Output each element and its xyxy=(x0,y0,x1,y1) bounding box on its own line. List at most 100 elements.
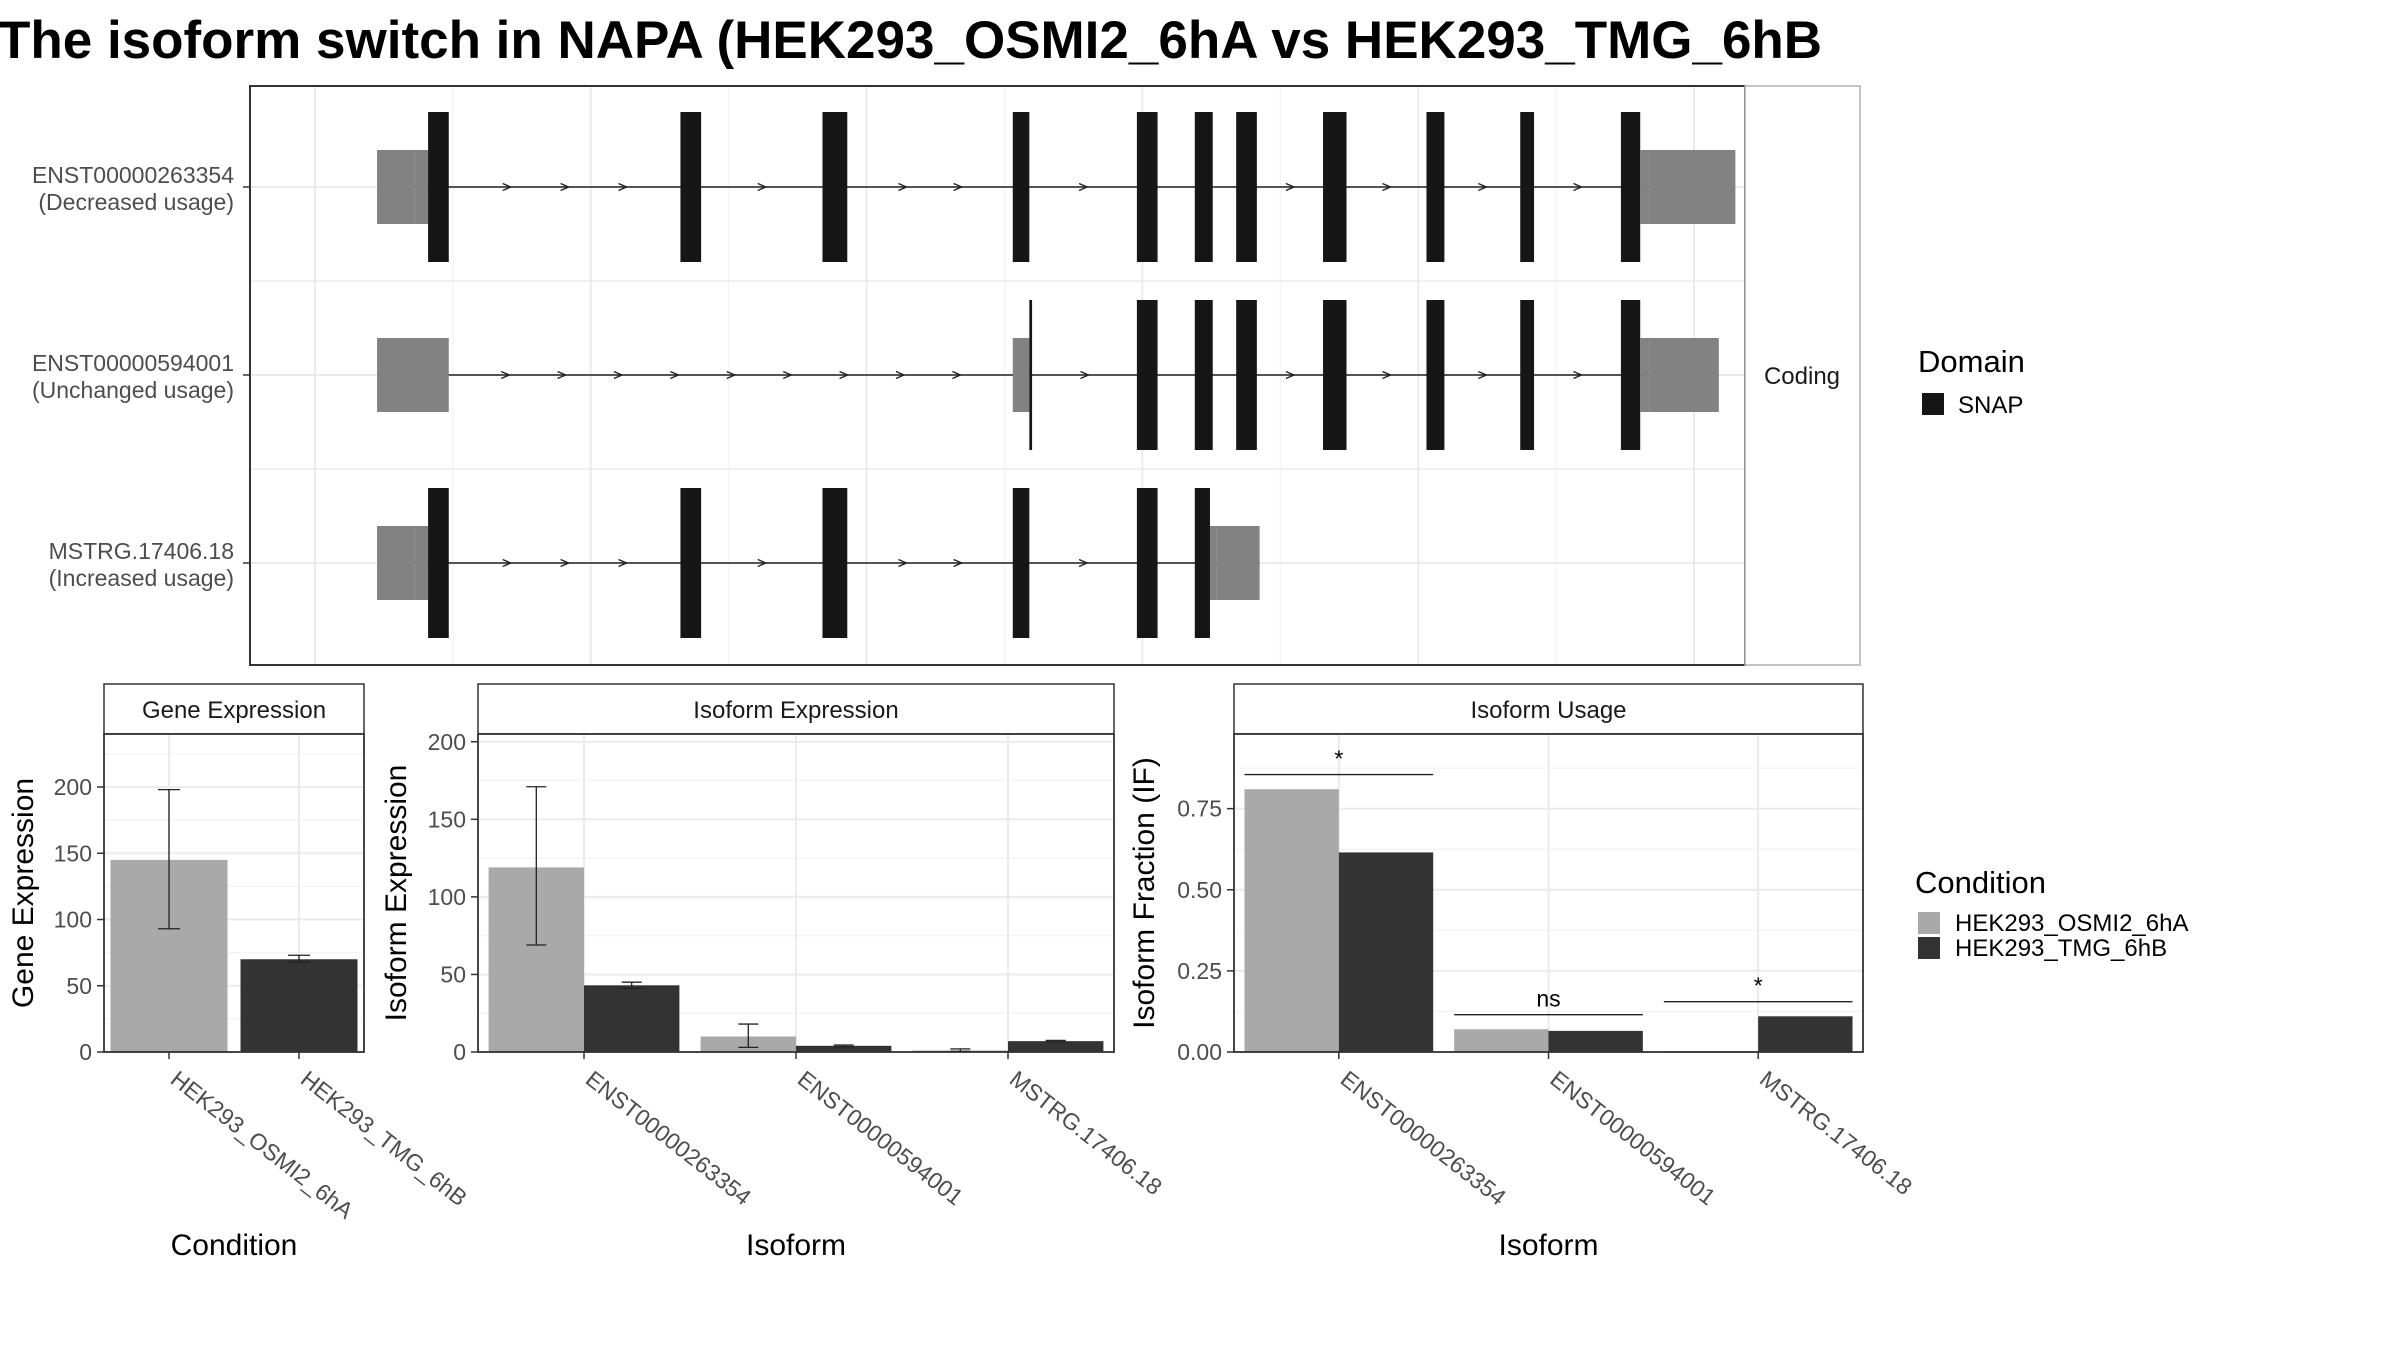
intron-arrow xyxy=(726,370,737,380)
exon-utr xyxy=(377,526,415,600)
exon-utr xyxy=(1649,338,1719,412)
intron-arrow xyxy=(757,182,768,192)
legend-swatch xyxy=(1918,912,1940,934)
exon-utr xyxy=(1649,150,1736,224)
exon-snap-domain xyxy=(1426,112,1445,262)
intron-arrow xyxy=(1478,370,1489,380)
panel-title: Isoform Usage xyxy=(1470,697,1626,724)
bar xyxy=(1454,1029,1549,1052)
exon-snap-domain xyxy=(680,488,702,638)
exon-snap-domain xyxy=(1194,112,1213,262)
legend-swatch xyxy=(1922,393,1944,415)
legend-label: HEK293_TMG_6hB xyxy=(1955,935,2167,962)
exon-snap-domain xyxy=(822,112,848,262)
exon-snap-domain xyxy=(680,112,702,262)
bar xyxy=(1244,789,1339,1052)
exon-snap-domain xyxy=(428,112,449,262)
x-tick-label: ENST00000263354 xyxy=(1336,1065,1511,1210)
isoform-usage-panel: Isoform Usage 0.00 0.25 0.50 0.75 * ns * ENST000… xyxy=(1128,683,1917,1262)
x-tick-label: MSTRG.17406.18 xyxy=(1005,1065,1167,1200)
significance-label: ns xyxy=(1536,986,1560,1012)
intron-arrow xyxy=(1285,370,1296,380)
intron-arrow xyxy=(560,182,571,192)
x-tick-label: ENST00000594001 xyxy=(793,1065,968,1210)
bar xyxy=(240,959,358,1052)
intron-arrow xyxy=(839,370,850,380)
significance-label: * xyxy=(1754,973,1763,999)
intron-arrow xyxy=(953,558,964,568)
exon-utr xyxy=(1012,338,1030,412)
intron-arrow xyxy=(757,558,768,568)
exon-snap-domain xyxy=(1029,300,1033,450)
exon-snap-domain xyxy=(1194,488,1210,638)
exon-snap-domain xyxy=(1620,112,1641,262)
y-axis-title: Isoform Expression xyxy=(380,765,413,1022)
x-tick-label: MSTRG.17406.18 xyxy=(1755,1065,1917,1200)
y-tick-label: 150 xyxy=(54,840,92,866)
intron-arrow xyxy=(1382,370,1393,380)
exon-snap-domain xyxy=(1136,112,1158,262)
legend-swatch xyxy=(1918,937,1940,959)
intron-arrow xyxy=(952,370,963,380)
intron-arrow xyxy=(502,558,513,568)
legend-title: Condition xyxy=(1915,865,2046,900)
intron-arrow xyxy=(618,182,629,192)
exon-snap-domain xyxy=(1236,112,1257,262)
legend-label: HEK293_OSMI2_6hA xyxy=(1955,910,2188,937)
exon-snap-domain xyxy=(1012,488,1030,638)
bar xyxy=(796,1045,892,1052)
y-tick-label: 0.75 xyxy=(1177,796,1222,822)
exon-utr xyxy=(414,150,429,224)
transcript-structure-panel: ENST00000263354(Decreased usage) ENST0000… xyxy=(32,85,1861,666)
intron-arrow xyxy=(500,370,511,380)
y-tick-label: 0.50 xyxy=(1177,877,1222,903)
y-tick-label: 0 xyxy=(79,1039,92,1065)
y-axis-title: Isoform Fraction (IF) xyxy=(1128,757,1161,1029)
x-axis-title: Condition xyxy=(171,1229,298,1262)
isoform-id-label: ENST00000263354 xyxy=(32,162,234,188)
exon-snap-domain xyxy=(822,488,848,638)
exon-snap-domain xyxy=(1620,300,1641,450)
intron-arrow xyxy=(670,370,681,380)
isoform-id-label: MSTRG.17406.18 xyxy=(49,538,234,564)
exon-snap-domain xyxy=(1520,112,1535,262)
exon-utr xyxy=(377,150,415,224)
panel-strip xyxy=(1233,683,1864,735)
intron-arrow xyxy=(502,182,513,192)
domain-legend: Domain SNAP xyxy=(1918,344,2025,419)
exon-snap-domain xyxy=(1520,300,1535,450)
x-tick-label: ENST00000263354 xyxy=(581,1065,756,1210)
intron-arrow xyxy=(618,558,629,568)
y-tick-label: 50 xyxy=(66,973,92,999)
panel-title: Gene Expression xyxy=(142,697,326,724)
exon-snap-domain xyxy=(1426,300,1445,450)
intron-arrow xyxy=(557,370,568,380)
intron-arrow xyxy=(1285,182,1296,192)
exon-snap-domain xyxy=(1323,300,1347,450)
bar xyxy=(1008,1041,1104,1052)
y-tick-label: 100 xyxy=(54,907,92,933)
panel-title: Isoform Expression xyxy=(693,697,898,724)
exon-snap-domain xyxy=(1012,112,1030,262)
intron-arrow xyxy=(898,182,909,192)
intron-arrow xyxy=(1080,370,1091,380)
exon-utr xyxy=(1640,150,1650,224)
panel-strip xyxy=(477,683,1115,735)
intron-arrow xyxy=(1382,182,1393,192)
exon-utr xyxy=(1216,526,1260,600)
exon-snap-domain xyxy=(1194,300,1213,450)
intron-arrow xyxy=(895,370,906,380)
exon-utr xyxy=(414,526,429,600)
intron-arrow xyxy=(782,370,793,380)
exon-snap-domain xyxy=(1323,112,1347,262)
y-tick-label: 200 xyxy=(428,729,466,755)
bar xyxy=(1548,1030,1643,1052)
facet-strip xyxy=(1744,85,1861,666)
bar xyxy=(1758,1016,1853,1052)
significance-label: * xyxy=(1334,746,1343,772)
y-tick-label: 0.00 xyxy=(1177,1039,1222,1065)
legend-title: Domain xyxy=(1918,344,2025,379)
intron-arrow xyxy=(1078,182,1089,192)
